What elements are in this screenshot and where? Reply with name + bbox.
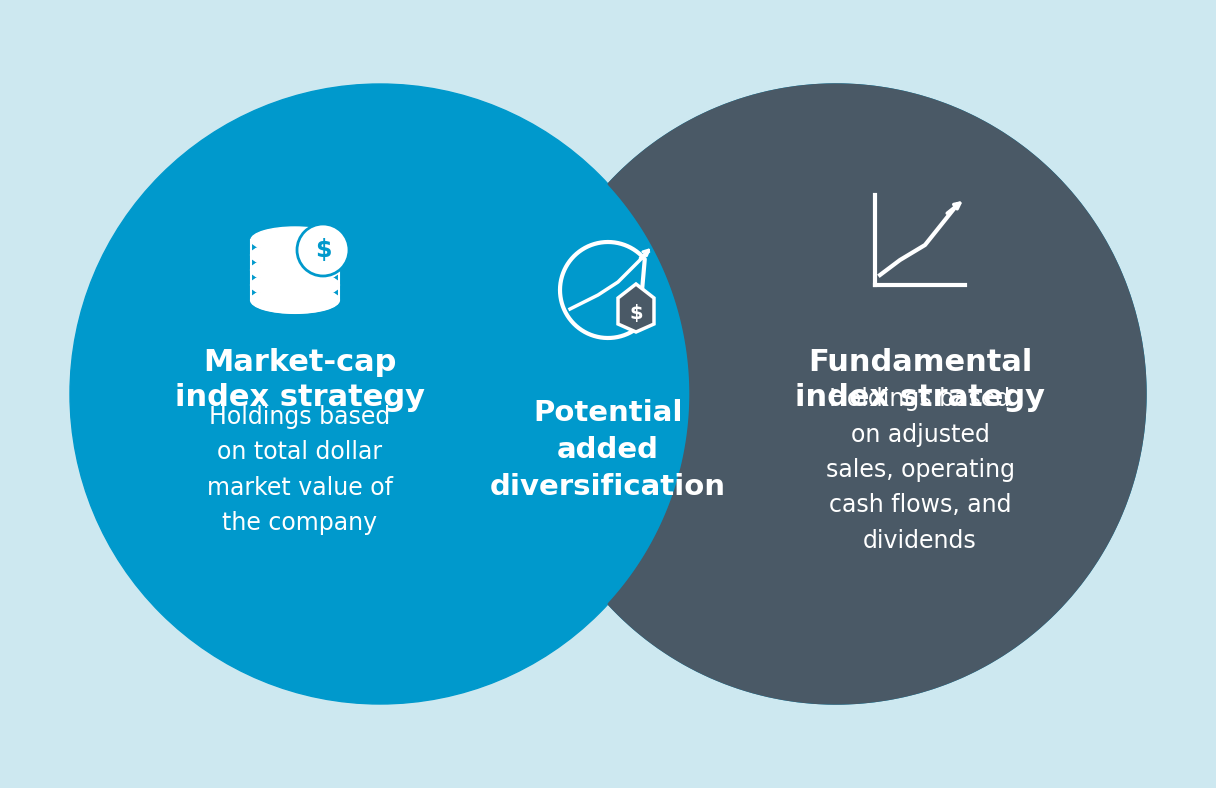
Circle shape (71, 84, 689, 704)
Text: Market-cap
index strategy: Market-cap index strategy (175, 348, 426, 412)
Text: Holdings based
on total dollar
market value of
the company: Holdings based on total dollar market va… (207, 405, 393, 535)
Text: $: $ (629, 303, 643, 322)
Ellipse shape (250, 287, 339, 313)
Text: Holdings based
on adjusted
sales, operating
cash flows, and
dividends: Holdings based on adjusted sales, operat… (826, 387, 1014, 553)
Text: Fundamental
index strategy: Fundamental index strategy (795, 348, 1045, 412)
Ellipse shape (250, 242, 339, 268)
Ellipse shape (250, 227, 339, 253)
Text: $: $ (315, 238, 331, 262)
Ellipse shape (250, 257, 339, 283)
Polygon shape (608, 84, 1145, 704)
Circle shape (297, 224, 349, 276)
Text: Potential
added
diversification: Potential added diversification (490, 400, 726, 501)
Circle shape (527, 84, 1145, 704)
Ellipse shape (250, 272, 339, 298)
Polygon shape (618, 284, 654, 332)
